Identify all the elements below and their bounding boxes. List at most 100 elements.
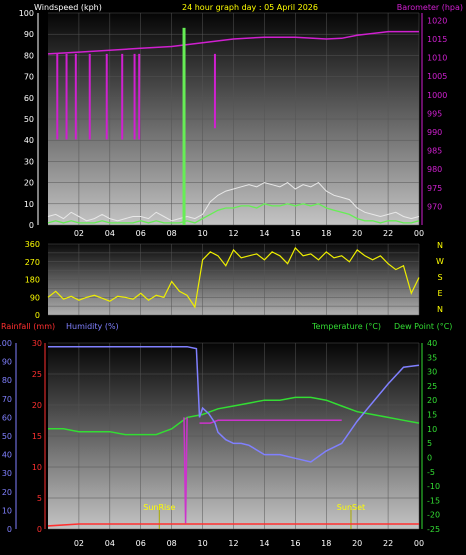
wind-xtick-label: 14 [259,229,269,238]
rain-tick-label: 5 [37,494,42,503]
windspeed-axis-label: Windspeed (kph) [34,3,102,12]
temp-xtick-label: 22 [383,539,393,548]
direction-tick-label: 0 [35,311,40,320]
humidity-tick-label: 60 [2,413,12,422]
average-line [47,203,420,224]
dewpoint-line [199,419,342,424]
humidity-tick-label: 80 [2,376,12,385]
humidity-tick-label: 10 [2,506,12,515]
rain-tick-label: 10 [32,463,42,472]
rainfall-line [47,523,419,527]
temperature-tick-label: 0 [427,453,432,462]
rain-tick-label: 25 [32,370,42,379]
wind-tick-label: 100 [19,9,34,18]
temperature-line [48,396,420,436]
temp-xtick-label: 18 [321,539,331,548]
barometer-tick-label: 995 [427,109,442,118]
wind-tick-label: 50 [24,115,34,124]
barometer-tick-label: 1005 [427,72,447,81]
wind-xtick-label: 12 [228,229,238,238]
wind-tick-label: 80 [24,51,34,60]
temperature-tick-label: -25 [427,525,440,534]
temp-xtick-label: 02 [74,539,84,548]
compass-label: W [436,257,444,266]
sunset-label: SunSet [337,503,365,512]
direction-tick-label: 180 [25,276,40,285]
compass-label: S [437,273,442,282]
wind-tick-label: 20 [24,179,34,188]
wind-tick-label: 40 [24,136,34,145]
humidity-tick-label: 20 [2,488,12,497]
barometer-tick-label: 1000 [427,91,447,100]
humidity-line [48,345,420,463]
temperature-tick-label: -10 [427,482,440,491]
temp-xtick-label: 20 [352,539,362,548]
humidity-tick-label: 30 [2,469,12,478]
compass-label: N [437,305,443,314]
direction-tick-label: 270 [25,258,40,267]
humidity-tick-label: 90 [2,358,12,367]
barometer-tick-label: 980 [427,165,442,174]
barometer-axis-label: Barometer (hpa) [397,3,463,12]
direction-tick-label: 360 [25,240,40,249]
compass-label: N [437,241,443,250]
chart-title: 24 hour graph day : 05 April 2026 [182,3,318,12]
humidity-axis-label: Humidity (%) [66,322,119,331]
wind-xtick-label: 04 [105,229,115,238]
temperature-tick-label: 35 [427,353,437,362]
wind-xtick-label: 20 [352,229,362,238]
wind-tick-label: 10 [24,200,34,209]
barometer-tick-label: 970 [427,202,442,211]
temp-xtick-label: 04 [105,539,115,548]
temp-xtick-label: 06 [136,539,146,548]
wind-xtick-label: 06 [136,229,146,238]
temperature-tick-label: -15 [427,496,440,505]
compass-label: E [437,289,442,298]
temperature-tick-label: 30 [427,368,437,377]
wind-xtick-label: 16 [290,229,300,238]
barometer-tick-label: 975 [427,184,442,193]
temperature-tick-label: -5 [427,468,435,477]
wind-spike-bar [182,27,186,226]
temperature-tick-label: 20 [427,396,437,405]
sunrise-label: SunRise [143,503,175,512]
rainfall-axis-label: Rainfall (mm) [1,322,55,331]
wind-tick-label: 70 [24,73,34,82]
direction-tick-label: 90 [30,293,40,302]
temperature-axis-label: Temperature (°C) [311,322,381,331]
dewpoint-dip [183,417,188,524]
temp-xtick-label: 16 [290,539,300,548]
wind-xtick-label: 22 [383,229,393,238]
wind-tick-label: 30 [24,157,34,166]
gust-line [47,181,420,222]
barometer-tick-label: 1010 [427,54,447,63]
dewpoint-axis-label: Dew Point (°C) [394,322,452,331]
chart-layers: 0102030405060708090100970975980985990995… [0,9,447,548]
temperature-tick-label: 15 [427,411,437,420]
wind-tick-label: 0 [29,221,34,230]
temperature-tick-label: 10 [427,425,437,434]
rain-tick-label: 30 [32,339,42,348]
temp-xtick-label: 14 [259,539,269,548]
humidity-tick-label: 100 [0,339,12,348]
barometer-tick-label: 1015 [427,35,447,44]
temperature-tick-label: 5 [427,439,432,448]
wind-xtick-label: 10 [197,229,207,238]
temp-xtick-label: 00 [414,539,424,548]
temperature-tick-label: 25 [427,382,437,391]
wind-tick-label: 90 [24,30,34,39]
temperature-tick-label: 40 [427,339,437,348]
wind-xtick-label: 00 [414,229,424,238]
wind-xtick-label: 08 [167,229,177,238]
humidity-tick-label: 50 [2,432,12,441]
humidity-tick-label: 70 [2,395,12,404]
direction-line [47,246,420,309]
temperature-tick-label: -20 [427,511,440,520]
barometer-tick-label: 1020 [427,16,447,25]
temp-xtick-label: 10 [197,539,207,548]
wind-tick-label: 60 [24,94,34,103]
rain-tick-label: 15 [32,432,42,441]
humidity-tick-label: 40 [2,451,12,460]
